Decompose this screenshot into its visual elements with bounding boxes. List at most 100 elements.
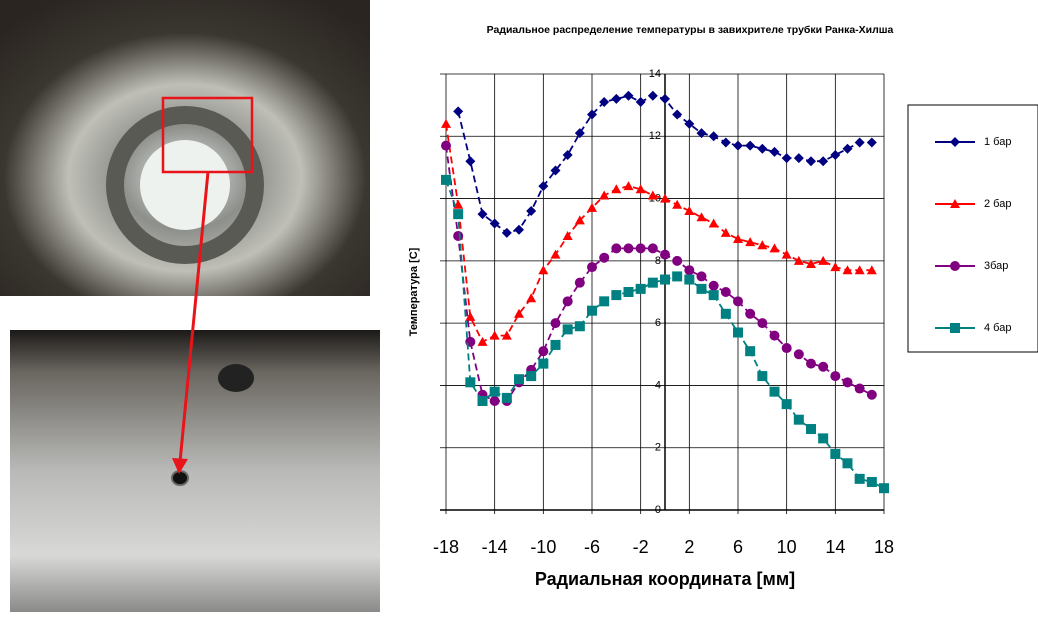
marker [672,256,682,266]
marker [538,265,548,274]
marker [551,340,561,350]
marker [770,331,780,341]
marker [490,387,500,397]
marker [599,253,609,263]
marker [733,141,743,151]
x-tick-label: -10 [530,537,556,557]
marker [624,91,634,101]
marker [648,243,658,253]
marker [490,396,500,406]
y-tick-label: 2 [655,442,661,454]
marker [684,206,694,215]
marker [563,296,573,306]
x-tick-label: 10 [777,537,797,557]
marker [782,399,792,409]
marker [453,209,463,219]
y-tick-label: 8 [655,255,661,267]
photo-top [0,0,370,296]
photo-bottom [10,330,380,612]
x-tick-label: 18 [874,537,894,557]
legend-label: 2 бар [984,198,1011,210]
marker [733,234,743,243]
marker [624,243,634,253]
legend-label: 4 бар [984,322,1011,334]
marker [611,290,621,300]
marker [782,343,792,353]
marker [441,119,451,128]
marker [867,138,877,148]
marker [526,293,536,302]
marker [867,390,877,400]
marker [636,284,646,294]
marker [526,371,536,381]
x-axis-label: Радиальная координата [мм] [535,569,795,589]
marker [709,131,719,141]
marker [514,374,524,384]
marker [721,287,731,297]
marker [660,250,670,260]
marker [587,306,597,316]
marker [830,262,840,271]
marker [660,275,670,285]
x-tick-label: -14 [482,537,508,557]
x-tick-label: 6 [733,537,743,557]
marker [684,265,694,275]
marker [733,296,743,306]
legend-label: 1 бар [984,136,1011,148]
marker [697,284,707,294]
marker [843,144,853,154]
marker [611,243,621,253]
marker [830,449,840,459]
marker [697,271,707,281]
marker [867,477,877,487]
marker [830,371,840,381]
marker [453,231,463,241]
y-axis-label: Температура [С] [408,247,420,336]
legend-label: 3бар [984,260,1008,272]
marker [599,190,609,199]
marker [672,200,682,209]
marker [879,483,889,493]
marker [684,275,694,285]
y-tick-label: 12 [649,130,661,142]
marker [950,323,960,333]
marker [818,156,828,166]
y-tick-label: 4 [655,379,661,391]
marker [843,458,853,468]
marker [551,318,561,328]
marker [636,97,646,107]
marker [782,153,792,163]
marker [660,194,670,203]
marker [563,324,573,334]
marker [478,396,488,406]
marker [575,278,585,288]
marker [465,377,475,387]
y-tick-label: 14 [649,68,661,80]
marker [599,296,609,306]
marker [611,184,621,193]
marker [745,346,755,356]
marker [733,327,743,337]
marker [648,91,658,101]
marker [757,318,767,328]
marker [465,156,475,166]
marker [806,156,816,166]
marker [453,106,463,116]
marker [624,181,634,190]
marker [636,243,646,253]
marker [697,212,707,221]
marker [660,94,670,104]
marker [770,243,780,252]
marker [672,271,682,281]
x-tick-label: -18 [433,537,459,557]
marker [502,393,512,403]
marker [950,261,960,271]
marker [794,153,804,163]
marker [538,346,548,356]
marker [770,147,780,157]
marker [745,141,755,151]
marker [563,231,573,240]
marker [514,225,524,235]
marker [478,337,488,346]
marker [770,387,780,397]
